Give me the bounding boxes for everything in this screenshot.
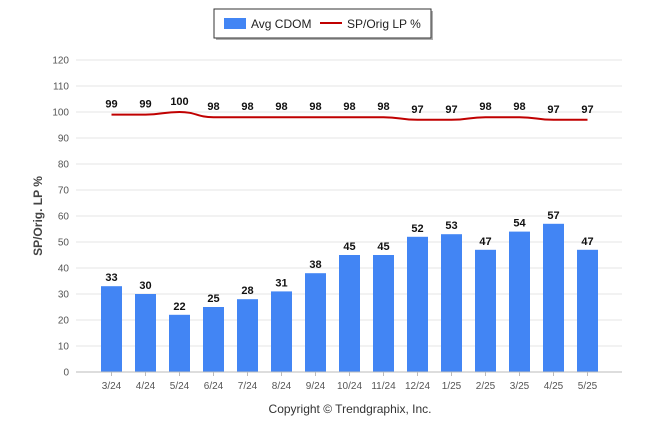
- bar-series: 33 30 22 25 28 31 38 45 45 52 53 47 54 57 47: [101, 210, 598, 372]
- x-tick-label: 12/24: [405, 381, 430, 392]
- y-axis-title: SP/Orig. LP %: [31, 176, 45, 256]
- bar: [475, 249, 496, 372]
- bar-data-label: 22: [173, 301, 185, 313]
- legend-entry-bar: Avg CDOM: [251, 17, 311, 31]
- x-axis-ticks: 3/24 4/24 5/24 6/24 7/24 8/24 9/24 10/24 11/24 12…: [102, 372, 598, 392]
- x-tick-label: 6/24: [204, 381, 224, 392]
- bar: [441, 234, 462, 372]
- bar-data-label: 28: [241, 285, 253, 297]
- x-tick-label: 7/24: [238, 381, 258, 392]
- x-tick-label: 11/24: [371, 381, 396, 392]
- bar-data-label: 54: [513, 218, 526, 230]
- x-tick-label: 4/25: [544, 381, 564, 392]
- bar: [407, 236, 428, 372]
- bar: [237, 299, 258, 372]
- line-data-label: 98: [241, 101, 253, 113]
- bar-data-label: 45: [377, 241, 389, 253]
- bar: [203, 307, 224, 372]
- line-data-label: 98: [275, 101, 287, 113]
- y-tick-label: 0: [63, 368, 69, 379]
- y-tick-label: 30: [58, 290, 70, 301]
- bar: [101, 286, 122, 372]
- line-data-label: 100: [170, 96, 188, 108]
- bar: [271, 291, 292, 372]
- y-tick-label: 40: [58, 264, 70, 275]
- line-data-label: 98: [377, 101, 389, 113]
- x-tick-label: 5/25: [578, 381, 598, 392]
- legend-entry-line: SP/Orig LP %: [347, 17, 421, 31]
- x-tick-label: 3/25: [510, 381, 530, 392]
- bar-data-label: 52: [411, 223, 423, 235]
- bar: [135, 294, 156, 372]
- x-tick-label: 10/24: [337, 381, 362, 392]
- y-tick-label: 60: [58, 212, 70, 223]
- y-tick-label: 80: [58, 160, 70, 171]
- bar: [169, 314, 190, 372]
- legend: Avg CDOM SP/Orig LP %: [213, 8, 433, 40]
- x-tick-label: 8/24: [272, 381, 292, 392]
- bar-data-label: 53: [445, 220, 457, 232]
- x-tick-label: 4/24: [136, 381, 156, 392]
- line-path: [111, 110, 588, 121]
- bar: [509, 231, 530, 372]
- line-data-label: 98: [343, 101, 355, 113]
- y-tick-label: 70: [58, 186, 70, 197]
- copyright-text: Copyright © Trendgraphix, Inc.: [269, 402, 432, 416]
- line-data-label: 97: [547, 104, 559, 116]
- bar-data-label: 33: [105, 272, 117, 284]
- bar: [339, 255, 360, 372]
- legend-swatch-bar: [224, 18, 246, 29]
- bar-data-label: 45: [343, 241, 355, 253]
- line-data-label: 98: [309, 101, 321, 113]
- bar-data-label: 30: [139, 280, 151, 292]
- bar-data-label: 47: [581, 236, 593, 248]
- x-tick-label: 3/24: [102, 381, 122, 392]
- x-tick-label: 5/24: [170, 381, 190, 392]
- y-axis-ticks: 0 10 20 30 40 50 60 70 80 90 100 110 120: [52, 56, 69, 379]
- bar-data-label: 38: [309, 259, 321, 271]
- line-data-label: 98: [207, 101, 219, 113]
- x-tick-label: 1/25: [442, 381, 462, 392]
- line-data-label: 98: [513, 101, 525, 113]
- line-data-label: 97: [445, 104, 457, 116]
- y-tick-label: 20: [58, 316, 70, 327]
- bar-data-label: 31: [275, 277, 287, 289]
- y-tick-label: 90: [58, 134, 70, 145]
- x-tick-label: 9/24: [306, 381, 326, 392]
- y-tick-label: 100: [52, 108, 69, 119]
- x-tick-label: 2/25: [476, 381, 496, 392]
- bar: [577, 249, 598, 372]
- y-tick-label: 110: [53, 82, 69, 93]
- bar-data-label: 57: [547, 210, 559, 222]
- line-series: 99 99 100 98 98 98 98 98 98 97 97 98 98 97 97: [105, 96, 594, 121]
- bar-data-label: 25: [207, 293, 219, 305]
- line-data-label: 99: [105, 99, 117, 111]
- y-tick-label: 10: [58, 342, 70, 353]
- line-data-label: 97: [581, 104, 593, 116]
- y-tick-label: 120: [52, 56, 69, 67]
- y-tick-label: 50: [58, 238, 70, 249]
- line-data-label: 99: [139, 99, 151, 111]
- line-data-label: 98: [479, 101, 491, 113]
- bar: [543, 223, 564, 372]
- bar: [373, 255, 394, 372]
- line-data-label: 97: [411, 104, 423, 116]
- bar: [305, 273, 326, 372]
- bar-data-label: 47: [479, 236, 491, 248]
